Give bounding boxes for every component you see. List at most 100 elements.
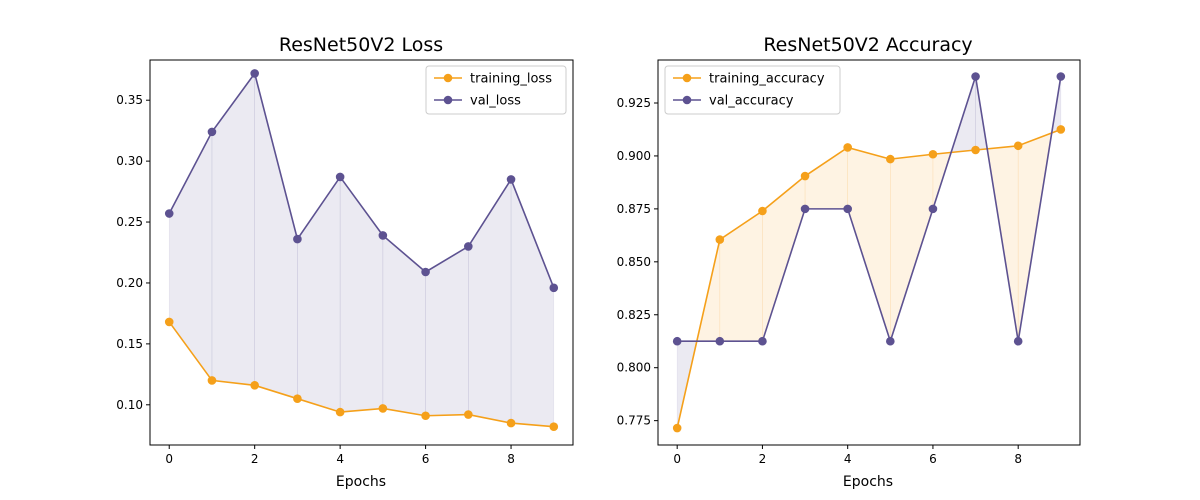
data-point-training_accuracy [800, 171, 810, 181]
data-point-training_accuracy [1013, 141, 1023, 151]
data-point-training_accuracy [672, 423, 682, 433]
data-point-val_loss [293, 234, 302, 244]
series-line-val_accuracy [677, 76, 1062, 344]
y-tick-label: 0.775 [617, 414, 651, 428]
data-point-val_loss [164, 209, 174, 218]
data-point-training_accuracy [843, 143, 852, 152]
series-line-training_accuracy [676, 128, 1062, 429]
legend-marker-training_loss [443, 73, 453, 83]
legend-marker-training_accuracy [682, 73, 692, 83]
chart-title: ResNet50V2 Accuracy [763, 34, 972, 56]
data-point-val_loss [464, 242, 473, 251]
fill-between-area [890, 153, 934, 342]
fill-between-area [382, 234, 426, 417]
x-axis-label: Epochs [843, 474, 893, 490]
y-tick-label: 0.800 [617, 361, 651, 375]
data-point-val_accuracy [715, 336, 725, 346]
data-point-val_loss [549, 283, 559, 293]
data-point-training_accuracy [928, 149, 938, 159]
data-point-training_loss [207, 376, 217, 385]
loss-chart: ResNet50V2 Loss 0 2 4 6 8 0.10 0.15 0.20 0.25 0.3… [116, 34, 574, 490]
y-tick-label: 0.825 [617, 308, 651, 322]
fill-between-area [762, 175, 806, 342]
legend-label-training_loss: training_loss [470, 72, 552, 87]
legend-label-training_accuracy: training_accuracy [709, 72, 825, 87]
y-tick-label: 0.35 [116, 93, 143, 107]
x-tick-label: 6 [929, 452, 937, 466]
x-tick-label: 8 [507, 452, 515, 466]
y-tick-label: 0.25 [116, 215, 143, 229]
data-point-val_accuracy [886, 336, 895, 346]
fill-between-area [804, 146, 848, 210]
data-point-val_accuracy [843, 204, 852, 214]
data-point-training_loss [293, 394, 302, 404]
data-point-val_loss [250, 69, 259, 78]
legend: training_accuracy val_accuracy [664, 65, 841, 115]
y-tick-label: 0.10 [116, 398, 143, 412]
data-point-val_accuracy [1056, 72, 1066, 81]
x-tick-label: 8 [1014, 452, 1022, 466]
data-point-training_accuracy [886, 154, 895, 164]
legend-label-val_loss: val_loss [470, 94, 521, 109]
data-point-val_accuracy [928, 204, 938, 214]
accuracy-chart: ResNet50V2 Accuracy 0 2 4 6 8 0.775 0.800 0.825… [617, 34, 1081, 490]
x-tick-label: 4 [844, 452, 852, 466]
fill-between-area [510, 179, 555, 428]
data-point-training_loss [164, 317, 174, 327]
data-point-training_loss [421, 411, 430, 421]
data-point-training_loss [250, 381, 259, 390]
data-point-training_accuracy [758, 206, 767, 216]
legend-marker-val_accuracy [682, 95, 692, 105]
plot-frame [149, 59, 574, 446]
y-tick-label: 0.20 [116, 276, 143, 290]
fill-between-area [847, 147, 891, 342]
fill-between-area [168, 131, 213, 382]
legend-label-val_accuracy: val_accuracy [709, 94, 794, 109]
fill-between-area [719, 210, 763, 342]
data-point-val_loss [207, 127, 217, 137]
y-tick-label: 0.925 [617, 96, 651, 110]
data-point-training_accuracy [1056, 125, 1066, 134]
data-point-training_loss [464, 410, 473, 419]
fill-between-area [297, 175, 341, 413]
x-tick-label: 0 [165, 452, 173, 466]
x-tick-label: 4 [336, 452, 344, 466]
y-tick-label: 0.15 [116, 337, 143, 351]
data-point-training_loss [378, 404, 388, 413]
fill-between-area [211, 72, 255, 386]
data-point-val_accuracy [971, 72, 980, 81]
data-point-val_loss [506, 175, 516, 184]
fill-between-area [254, 73, 298, 400]
x-tick-label: 2 [251, 452, 259, 466]
y-tick-label: 0.875 [617, 202, 651, 216]
data-point-val_accuracy [672, 336, 682, 346]
data-point-val_accuracy [1013, 336, 1023, 346]
legend: training_loss val_loss [425, 65, 567, 115]
y-tick-label: 0.900 [617, 149, 651, 163]
x-tick-label: 2 [759, 452, 767, 466]
y-tick-label: 0.30 [116, 154, 143, 168]
fill-between-area [468, 178, 512, 424]
data-point-training_accuracy [971, 145, 980, 155]
chart-title: ResNet50V2 Loss [279, 34, 443, 56]
data-point-val_accuracy [758, 336, 767, 346]
data-point-val_loss [378, 231, 388, 240]
series-line-training_loss [168, 321, 554, 428]
data-point-val_accuracy [800, 204, 810, 214]
fill-between-area [339, 176, 384, 413]
data-point-training_loss [335, 407, 345, 417]
fill-between-area [425, 245, 469, 417]
data-point-training_accuracy [715, 235, 725, 244]
legend-box [664, 65, 841, 115]
legend-marker-val_loss [443, 95, 453, 105]
plot-frame [657, 59, 1081, 446]
x-tick-label: 6 [422, 452, 430, 466]
data-point-training_loss [506, 418, 516, 428]
data-point-val_loss [421, 267, 430, 277]
data-point-val_loss [335, 172, 345, 182]
data-point-training_loss [549, 422, 559, 432]
x-axis-label: Epochs [336, 474, 386, 490]
series-line-val_loss [168, 71, 555, 289]
y-tick-label: 0.850 [617, 255, 651, 269]
